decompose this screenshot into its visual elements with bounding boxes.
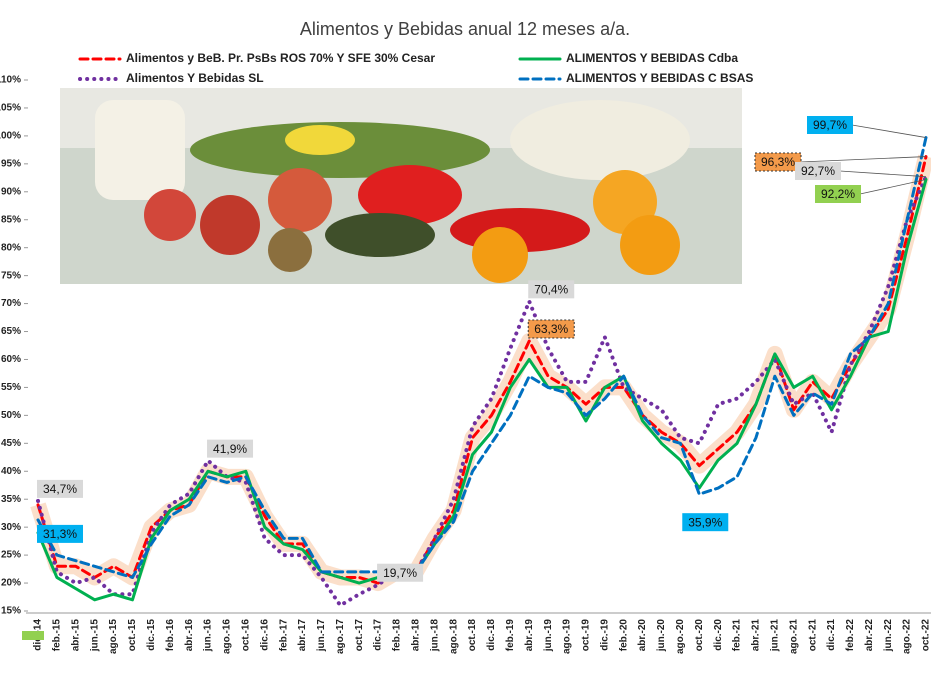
chart-title: Alimentos y Bebidas anual 12 meses a/a. <box>300 19 630 39</box>
legend-label: ALIMENTOS Y BEBIDAS C BSAS <box>566 71 753 85</box>
y-tick-label: 80% <box>1 242 21 253</box>
x-tick-label: oct.-22 <box>921 619 931 652</box>
x-tick-label: oct.-16 <box>240 619 251 652</box>
x-tick-label: abr.-15 <box>70 619 81 652</box>
x-tick-label: jun.-20 <box>656 619 667 653</box>
y-tick-label: 40% <box>1 466 21 477</box>
x-tick-label: oct.-20 <box>694 619 705 652</box>
x-tick-label: abr.-21 <box>751 619 762 652</box>
value-label: 35,9% <box>688 515 722 529</box>
x-tick-label: jun.-16 <box>203 619 214 653</box>
y-tick-label: 85% <box>1 214 21 225</box>
x-tick-label: oct.-15 <box>127 619 138 652</box>
y-tick-label: 15% <box>1 606 21 617</box>
y-tick-label: 50% <box>1 410 21 421</box>
x-tick-label: feb.-18 <box>392 619 403 652</box>
value-label: 31,3% <box>43 527 77 541</box>
x-tick-label: abr.-17 <box>297 619 308 652</box>
x-tick-label: feb.-17 <box>278 619 289 652</box>
x-tick-label: ago.-16 <box>222 619 233 654</box>
value-label: 70,4% <box>534 283 568 297</box>
value-label: 19,7% <box>383 566 417 580</box>
y-tick-label: 45% <box>1 438 21 449</box>
x-tick-label: ago.-15 <box>108 619 119 654</box>
y-tick-label: 70% <box>1 298 21 309</box>
x-tick-label: ago.-20 <box>675 619 686 654</box>
x-tick-label: ago.-19 <box>562 619 573 654</box>
x-tick-label: feb.-19 <box>505 619 516 652</box>
x-tick-label: dic.-19 <box>599 619 610 651</box>
y-tick-label: 20% <box>1 578 21 589</box>
x-tick-label: feb.-20 <box>618 619 629 652</box>
x-tick-label: dic.-15 <box>146 619 157 651</box>
value-label: 34,7% <box>43 482 77 496</box>
value-label: 99,7% <box>813 118 847 132</box>
legend-label: Alimentos y BeB. Pr. PsBs ROS 70% Y SFE … <box>126 51 435 65</box>
y-tick-label: 25% <box>1 550 21 561</box>
legend-label: Alimentos Y Bebidas SL <box>126 71 264 85</box>
x-tick-label: ago.-22 <box>902 619 913 654</box>
x-tick-label: jun.-19 <box>543 619 554 653</box>
x-tick-label: oct.-21 <box>807 619 818 652</box>
chart: Alimentos y Bebidas anual 12 meses a/a. … <box>0 0 931 682</box>
x-tick-label: feb.-22 <box>845 619 856 652</box>
x-tick-label: abr.-20 <box>637 619 648 652</box>
y-tick-label: 100% <box>0 131 21 142</box>
x-tick-label: ago.-18 <box>448 619 459 654</box>
value-label: 96,3% <box>761 155 795 169</box>
x-tick-label: dic.-16 <box>259 619 270 651</box>
x-tick-label: jun.-17 <box>316 619 327 653</box>
x-tick-label: jun.-18 <box>429 619 440 653</box>
y-tick-label: 75% <box>1 270 21 281</box>
y-tick-label: 65% <box>1 326 21 337</box>
x-tick-label: oct.-19 <box>581 619 592 652</box>
y-tick-label: 55% <box>1 382 21 393</box>
x-tick-label: jun.-22 <box>883 619 894 653</box>
x-tick-label: abr.-22 <box>864 619 875 652</box>
legend-swatch <box>22 631 44 640</box>
x-tick-label: feb.-15 <box>52 619 63 652</box>
value-label: 92,2% <box>821 187 855 201</box>
page: Alimentos y Bebidas anual 12 meses a/a. … <box>0 0 931 682</box>
x-tick-label: dic.-20 <box>713 619 724 651</box>
x-tick-label: jun.-15 <box>89 619 100 653</box>
photo <box>60 88 742 284</box>
y-tick-label: 30% <box>1 522 21 533</box>
value-label: 41,9% <box>213 442 247 456</box>
y-tick-label: 105% <box>0 103 21 114</box>
x-tick-label: dic.-21 <box>826 619 837 651</box>
x-tick-label: ago.-17 <box>335 619 346 654</box>
value-label: 63,3% <box>534 322 568 336</box>
x-tick-label: dic.-17 <box>373 619 384 651</box>
x-tick-label: oct.-17 <box>354 619 365 652</box>
y-tick-label: 35% <box>1 494 21 505</box>
legend-label: ALIMENTOS Y BEBIDAS Cdba <box>566 51 738 65</box>
y-tick-label: 90% <box>1 186 21 197</box>
x-tick-label: dic.-18 <box>486 619 497 651</box>
x-tick-label: oct.-18 <box>467 619 478 652</box>
x-tick-label: abr.-18 <box>411 619 422 652</box>
x-tick-label: ago.-21 <box>788 619 799 654</box>
x-tick-label: abr.-16 <box>184 619 195 652</box>
x-tick-label: jun.-21 <box>769 619 780 653</box>
value-label: 92,7% <box>801 164 835 178</box>
y-tick-label: 95% <box>1 158 21 169</box>
x-tick-label: feb.-16 <box>165 619 176 652</box>
x-tick-label: feb.-21 <box>732 619 743 652</box>
x-tick-label: abr.-19 <box>524 619 535 652</box>
y-tick-label: 60% <box>1 354 21 365</box>
y-tick-label: 110% <box>0 75 21 86</box>
